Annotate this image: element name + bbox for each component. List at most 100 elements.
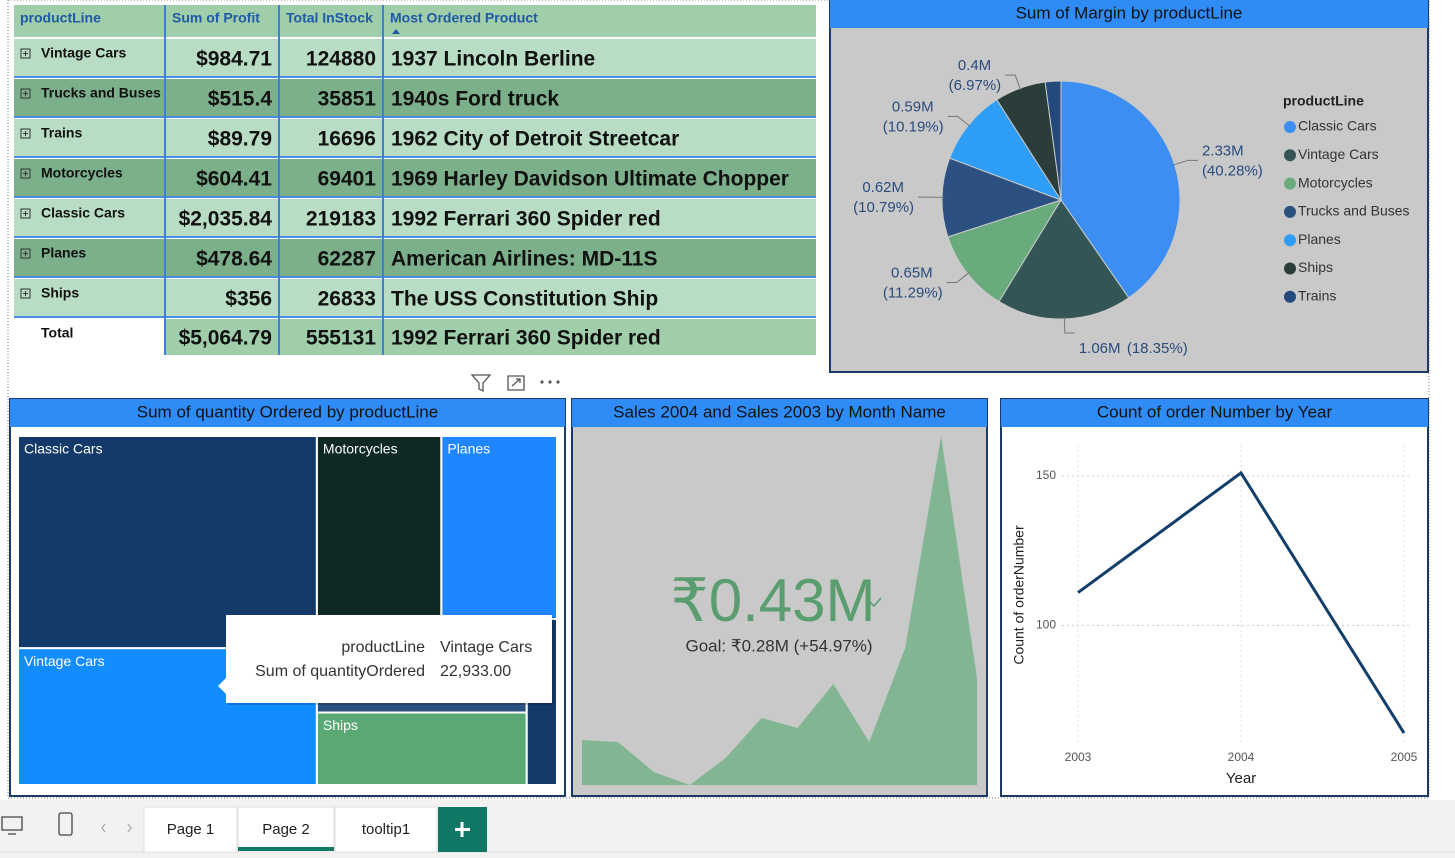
kpi-goal: Goal: ₹0.28M (+54.97%) <box>685 636 872 655</box>
expand-plus <box>23 131 28 136</box>
tooltip-value: Vintage Cars <box>440 639 532 656</box>
expand-icon[interactable] <box>20 288 31 299</box>
order-line <box>1077 470 1406 734</box>
total-label: Total <box>41 325 73 341</box>
column-header: productLine <box>20 10 101 26</box>
expand-plus <box>23 91 28 96</box>
tab-label[interactable]: Page 2 <box>262 821 310 838</box>
legend-label[interactable]: Trains <box>1298 288 1336 304</box>
treemap-tile[interactable] <box>315 435 443 621</box>
x-tick-label: 2004 <box>1228 750 1255 764</box>
page-tab[interactable] <box>143 806 238 853</box>
legend-swatch <box>1284 234 1296 247</box>
kpi-value: ₹0.43M <box>671 567 876 634</box>
value-label: 0.4M <box>958 57 991 74</box>
expand-plus <box>23 251 28 256</box>
table-header <box>14 5 816 37</box>
instock-cell: 35851 <box>318 88 377 111</box>
product-cell: 1992 Ferrari 360 Spider red <box>391 208 661 231</box>
tab-label[interactable]: tooltip1 <box>362 821 410 838</box>
more-icon[interactable] <box>540 380 560 384</box>
mobile-icon[interactable] <box>58 812 73 836</box>
treemap-tile[interactable] <box>315 711 528 787</box>
row-name: Planes <box>41 245 86 261</box>
legend-label[interactable]: Planes <box>1298 231 1341 247</box>
expand-plus <box>23 171 28 176</box>
expand-icon[interactable] <box>20 88 31 99</box>
profit-cell: $89.79 <box>208 128 272 151</box>
y-tick-label: 150 <box>1036 468 1056 482</box>
prev-icon[interactable] <box>101 823 106 833</box>
table-row <box>14 39 816 77</box>
product-cell: 1940s Ford truck <box>391 88 559 111</box>
product-cell: 1937 Lincoln Berline <box>391 48 595 71</box>
leader-line <box>1063 316 1075 334</box>
row-name: Trains <box>41 125 82 141</box>
focus-icon[interactable] <box>507 375 525 391</box>
title-bar <box>10 399 565 427</box>
value-label: 0.65M <box>891 264 933 281</box>
total-product: 1992 Ferrari 360 Spider red <box>391 327 661 350</box>
legend-label[interactable]: Ships <box>1298 259 1333 275</box>
profit-cell: $2,035.84 <box>179 208 273 231</box>
desktop-icon[interactable] <box>1 816 23 835</box>
value-label: 1.06M <box>1079 340 1121 357</box>
legend-swatch <box>1284 121 1296 133</box>
page-tab[interactable] <box>237 806 335 853</box>
title-bar <box>830 0 1428 28</box>
table-row <box>14 159 816 197</box>
legend-label[interactable]: Motorcycles <box>1298 174 1373 190</box>
value-label: 0.59M <box>892 98 934 115</box>
visual-title: Sum of quantity Ordered by productLine <box>137 402 438 421</box>
tooltip <box>226 615 552 703</box>
x-tick-label: 2005 <box>1391 750 1418 764</box>
next-icon[interactable] <box>127 823 132 833</box>
legend-label[interactable]: Trucks and Buses <box>1298 203 1410 219</box>
instock-cell: 62287 <box>318 248 376 271</box>
value-label: 0.62M <box>862 179 904 196</box>
row-name: Vintage Cars <box>41 45 127 61</box>
percent-label: (40.28%) <box>1202 162 1263 179</box>
treemap-tile[interactable] <box>17 435 318 650</box>
add-icon <box>455 822 470 837</box>
legend-swatch <box>1284 205 1296 218</box>
row-name: Trucks and Buses <box>41 85 161 101</box>
filter-icon[interactable] <box>470 374 492 393</box>
percent-label: (10.19%) <box>883 118 944 135</box>
canvas-outline <box>7 0 1430 799</box>
product-cell: American Airlines: MD-11S <box>391 248 657 271</box>
expand-icon[interactable] <box>20 248 31 259</box>
visual-title: Sales 2004 and Sales 2003 by Month Name <box>613 402 946 421</box>
y-axis-label: Count of orderNumber <box>1011 525 1027 665</box>
page-tab[interactable] <box>334 806 438 853</box>
leader-line <box>1005 74 1022 91</box>
tile-label: Vintage Cars <box>24 653 105 669</box>
table-row <box>14 279 816 317</box>
visual-header-icons[interactable] <box>470 374 560 393</box>
tooltip-key: Sum of quantityOrdered <box>255 663 425 680</box>
expand-icon[interactable] <box>20 208 31 219</box>
expand-icon[interactable] <box>20 48 31 59</box>
leader-line <box>1172 159 1198 166</box>
expand-icon[interactable] <box>20 128 31 139</box>
tab-label[interactable]: Page 1 <box>167 821 215 838</box>
column-header: Total InStock <box>286 10 373 26</box>
percent-label: (6.97%) <box>949 77 1002 94</box>
legend-label[interactable]: Vintage Cars <box>1298 146 1379 162</box>
row-name: Classic Cars <box>41 205 125 221</box>
profit-cell: $515.4 <box>208 88 273 111</box>
percent-label: (18.35%) <box>1127 340 1188 357</box>
treemap-tile[interactable] <box>440 435 558 621</box>
tile-label: Ships <box>323 717 358 733</box>
tooltip-pointer <box>218 678 226 694</box>
title-bar <box>572 399 987 427</box>
total-profit: $5,064.79 <box>179 327 272 350</box>
tile-label: Motorcycles <box>323 441 398 457</box>
leader-line <box>947 115 971 127</box>
table-row <box>14 239 816 277</box>
legend-swatch <box>1284 262 1296 275</box>
table-row <box>14 119 816 157</box>
legend-label[interactable]: Classic Cars <box>1298 118 1377 134</box>
expand-icon[interactable] <box>20 168 31 179</box>
